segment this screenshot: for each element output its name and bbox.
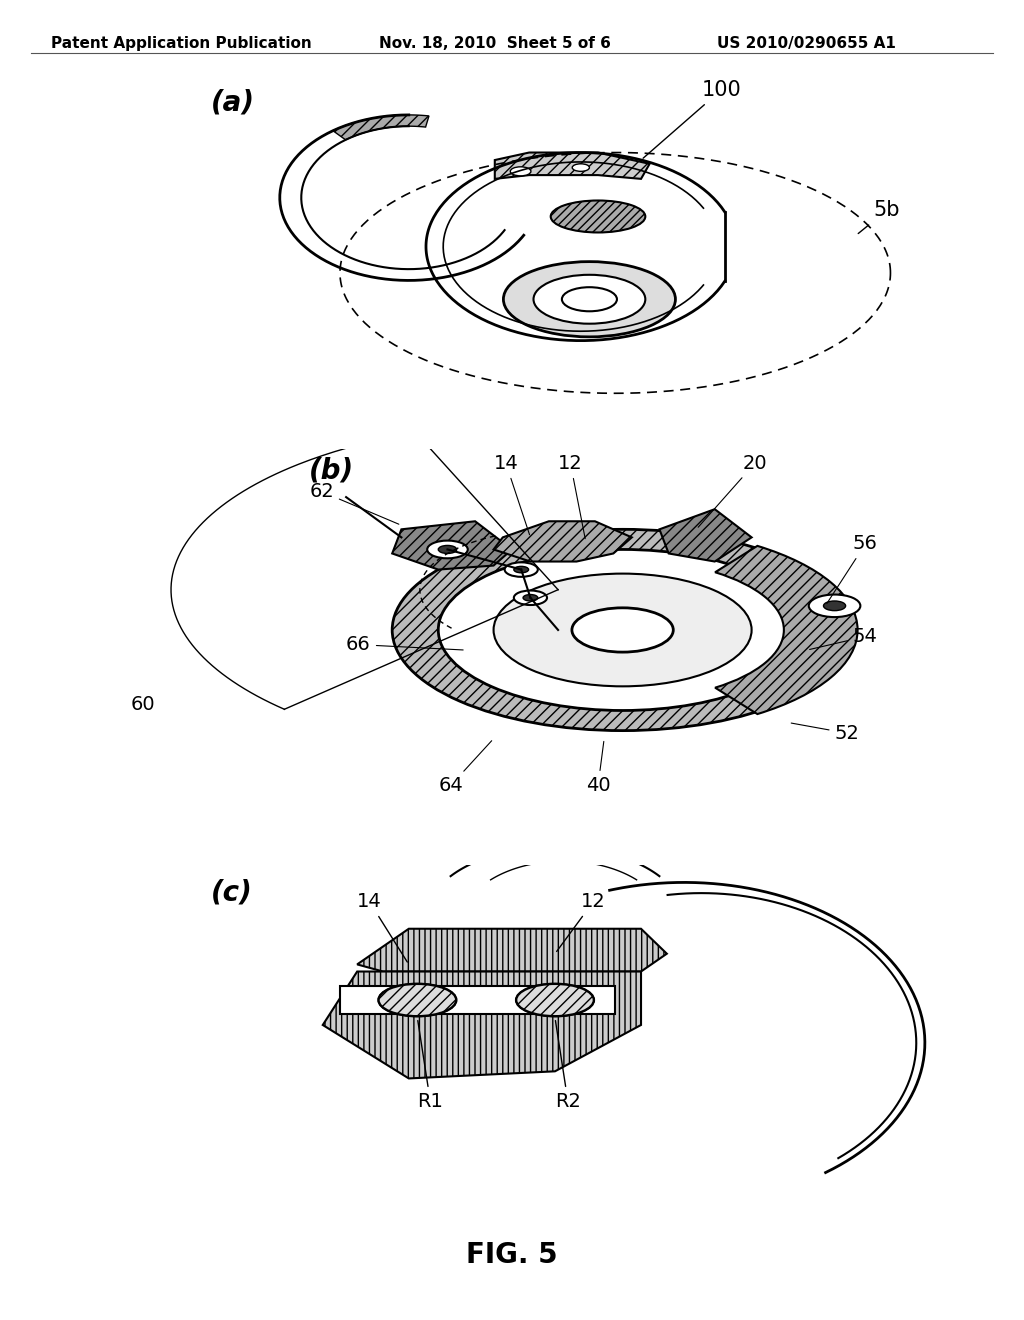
Text: 14: 14 [494, 454, 529, 535]
Text: 60: 60 [131, 696, 156, 714]
Circle shape [438, 549, 807, 710]
Polygon shape [392, 521, 512, 570]
Text: R1: R1 [418, 1020, 443, 1111]
Circle shape [514, 566, 528, 573]
Circle shape [516, 983, 594, 1016]
Text: 54: 54 [810, 627, 878, 649]
Polygon shape [495, 153, 649, 178]
Circle shape [438, 545, 457, 553]
Circle shape [809, 594, 860, 616]
Circle shape [823, 601, 846, 611]
Circle shape [427, 541, 468, 558]
Text: 56: 56 [826, 535, 878, 603]
Text: (a): (a) [211, 88, 255, 116]
Text: 5b: 5b [858, 201, 900, 234]
Text: 14: 14 [357, 892, 408, 962]
Circle shape [514, 590, 547, 605]
Wedge shape [715, 546, 858, 714]
Circle shape [516, 983, 594, 1016]
Text: FIG. 5: FIG. 5 [466, 1241, 558, 1269]
Polygon shape [340, 986, 615, 1014]
Circle shape [494, 574, 752, 686]
Circle shape [505, 562, 538, 577]
Circle shape [379, 983, 456, 1016]
Text: 12: 12 [558, 454, 585, 539]
Text: 64: 64 [438, 741, 492, 795]
Circle shape [572, 164, 590, 172]
Circle shape [379, 983, 456, 1016]
Circle shape [534, 275, 645, 323]
Polygon shape [357, 929, 667, 972]
Text: 66: 66 [346, 635, 463, 655]
Circle shape [562, 288, 616, 312]
Text: Patent Application Publication: Patent Application Publication [51, 36, 312, 50]
Polygon shape [333, 115, 429, 140]
Ellipse shape [551, 201, 645, 232]
Text: 12: 12 [557, 892, 605, 952]
Circle shape [523, 594, 538, 601]
Text: 62: 62 [309, 482, 399, 524]
Text: Nov. 18, 2010  Sheet 5 of 6: Nov. 18, 2010 Sheet 5 of 6 [379, 36, 610, 50]
Circle shape [504, 261, 676, 337]
Text: 52: 52 [792, 723, 859, 743]
Text: 40: 40 [586, 742, 610, 795]
Polygon shape [323, 972, 641, 1078]
Polygon shape [494, 521, 632, 561]
Text: (b): (b) [309, 457, 354, 484]
Text: 20: 20 [698, 454, 767, 527]
Circle shape [572, 607, 674, 652]
Text: (c): (c) [211, 879, 253, 907]
Text: 100: 100 [643, 81, 741, 158]
Text: US 2010/0290655 A1: US 2010/0290655 A1 [717, 36, 896, 50]
Circle shape [392, 529, 853, 731]
Polygon shape [659, 510, 752, 561]
Circle shape [510, 166, 530, 176]
Text: R2: R2 [555, 1020, 581, 1111]
